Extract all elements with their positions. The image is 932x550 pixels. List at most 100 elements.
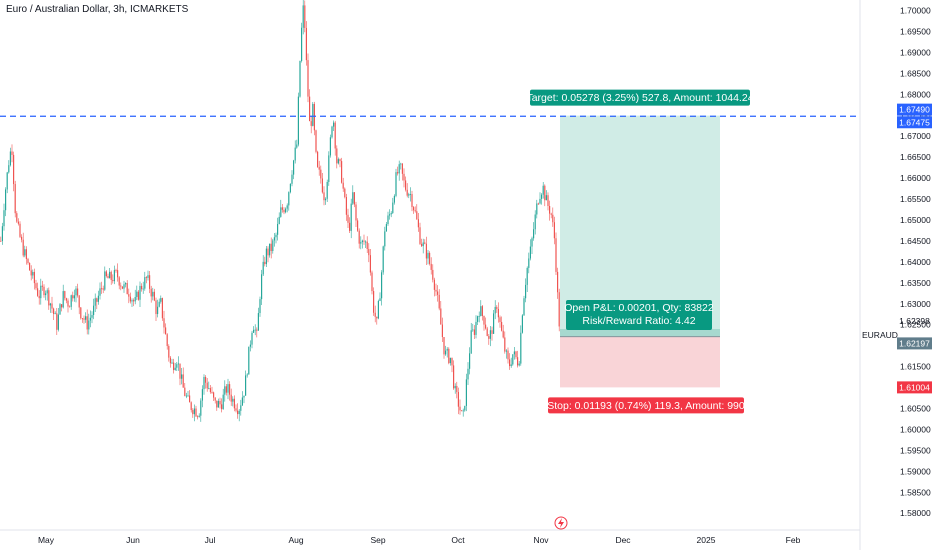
candle-body <box>449 357 451 364</box>
candle-body <box>374 312 376 317</box>
candle-body <box>462 410 464 412</box>
candle-body <box>357 220 359 231</box>
candle-body <box>48 290 50 306</box>
price-tag: 1.67475 <box>899 117 930 127</box>
candle-body <box>297 96 299 145</box>
candle-body <box>509 359 511 367</box>
x-tick-label: Jun <box>126 535 140 545</box>
candle-body <box>173 362 175 371</box>
candle-body <box>232 398 234 402</box>
candle-body <box>105 271 107 277</box>
open-pnl-zone <box>560 328 720 337</box>
candle-body <box>445 350 447 355</box>
candle-body <box>206 382 208 389</box>
candle-body <box>315 130 317 152</box>
candle-body <box>257 313 259 331</box>
candle-body <box>269 243 271 256</box>
candle-body <box>353 192 355 205</box>
candle-body <box>243 395 245 398</box>
x-tick-label: Feb <box>786 535 801 545</box>
candle-body <box>339 159 341 162</box>
candle-body <box>283 209 285 213</box>
candle-body <box>334 122 336 149</box>
candles <box>0 0 560 422</box>
candle-body <box>310 121 312 126</box>
candle-body <box>245 375 247 396</box>
candle-body <box>125 283 127 285</box>
price-tags: EURAUD 1.67490 1.67475 1.62398 1.62197 1.6100… <box>862 103 932 394</box>
candle-body <box>478 315 480 317</box>
candle-body <box>19 223 21 237</box>
price-tag-box <box>897 103 932 116</box>
candle-body <box>237 410 239 415</box>
candle-body <box>134 296 136 302</box>
candle-body <box>221 404 223 410</box>
candle-body <box>443 337 445 355</box>
candle-body <box>254 329 256 331</box>
candle-body <box>352 192 354 204</box>
candle-body <box>128 294 130 297</box>
candle-body <box>557 271 559 293</box>
candle-body <box>277 224 279 235</box>
candle-body <box>501 321 503 331</box>
candle-body <box>107 276 109 279</box>
x-tick-label: Aug <box>288 535 303 545</box>
candle-body <box>8 165 10 173</box>
candle-body <box>513 351 515 355</box>
candle-body <box>214 397 216 401</box>
candle-body <box>387 215 389 225</box>
candle-body <box>6 172 8 190</box>
candle-body <box>62 291 64 308</box>
candle-body <box>368 248 370 256</box>
candle-body <box>59 304 61 315</box>
candle-body <box>3 210 5 227</box>
candle-body <box>536 203 538 215</box>
candle-body <box>86 316 88 330</box>
candle-body <box>344 188 346 198</box>
price-tag: 1.62197 <box>899 338 930 348</box>
candle-body <box>549 206 551 214</box>
candle-body <box>323 192 325 201</box>
y-tick-label: 1.67000 <box>900 131 931 141</box>
candle-body <box>369 255 371 273</box>
candle-body <box>345 197 347 215</box>
candle-body <box>477 316 479 322</box>
candle-body <box>331 126 333 138</box>
candle-body <box>198 415 200 417</box>
target-label: Target: 0.05278 (3.25%) 527.8, Amount: 1… <box>526 92 753 104</box>
y-tick-label: 1.63000 <box>900 299 931 309</box>
candle-body <box>224 386 226 395</box>
candle-body <box>184 387 186 396</box>
candle-body <box>253 329 255 333</box>
candle-body <box>25 249 27 259</box>
candle-body <box>358 230 360 244</box>
candle-body <box>304 5 306 28</box>
candle-body <box>341 161 343 183</box>
y-tick-label: 1.69500 <box>900 26 931 36</box>
candle-body <box>309 96 311 122</box>
flash-icon <box>554 516 568 530</box>
candle-body <box>325 198 327 201</box>
candle-body <box>120 285 122 287</box>
candle-body <box>469 353 471 369</box>
candle-body <box>520 332 522 364</box>
chart-title: Euro / Australian Dollar, 3h, ICMARKETS <box>6 4 189 15</box>
candle-body <box>413 207 415 211</box>
candle-body <box>166 334 168 347</box>
candle-body <box>502 330 504 338</box>
candle-body <box>301 27 303 62</box>
position-labels: Target: 0.05278 (3.25%) 527.8, Amount: 1… <box>526 89 754 414</box>
candle-body <box>545 195 547 201</box>
candle-body <box>115 270 117 271</box>
candle-body <box>9 151 11 166</box>
candle-body <box>190 402 192 411</box>
candle-body <box>518 363 520 366</box>
candle-body <box>505 350 507 352</box>
candle-body <box>550 213 552 215</box>
candle-body <box>312 103 314 126</box>
candle-body <box>195 408 197 417</box>
candle-body <box>465 379 467 406</box>
candle-body <box>197 416 199 418</box>
candle-body <box>142 288 144 290</box>
